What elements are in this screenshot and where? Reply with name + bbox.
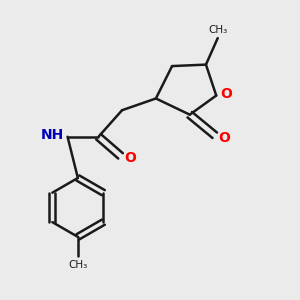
Text: O: O xyxy=(219,130,230,145)
Text: NH: NH xyxy=(41,128,64,142)
Text: CH₃: CH₃ xyxy=(68,260,88,269)
Text: CH₃: CH₃ xyxy=(208,25,227,35)
Text: O: O xyxy=(221,87,232,101)
Text: O: O xyxy=(124,151,136,165)
